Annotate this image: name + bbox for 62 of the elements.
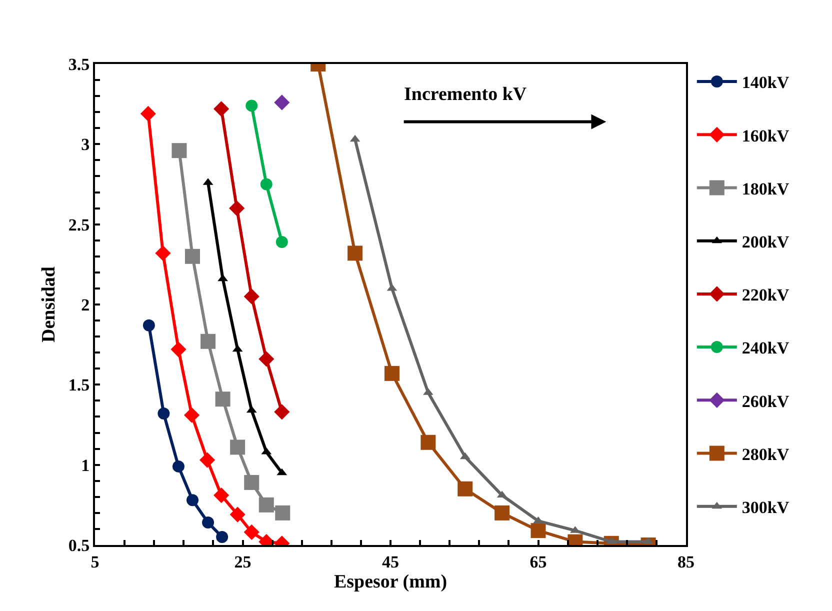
point (215, 392, 230, 407)
point (172, 460, 184, 472)
y-axis-title: Densidad (38, 266, 60, 343)
point (274, 94, 290, 110)
point (260, 178, 272, 190)
legend-label: 180kV (742, 179, 790, 198)
point (244, 524, 260, 540)
legend-label: 300kV (742, 498, 790, 517)
point (172, 143, 187, 158)
point (186, 494, 199, 506)
y-tick-label: 1.5 (68, 376, 90, 395)
point (230, 506, 246, 522)
point (420, 434, 436, 450)
legend-label: 140kV (742, 73, 790, 92)
point (140, 106, 156, 122)
point (199, 452, 216, 468)
point (274, 404, 290, 420)
point (246, 100, 258, 112)
point (202, 516, 214, 529)
point (185, 248, 200, 264)
point (158, 408, 170, 420)
legend-label: 160kV (742, 126, 790, 146)
x-tick-label: 5 (90, 552, 100, 572)
point (229, 200, 245, 216)
point (142, 319, 155, 332)
legend-label: 280kV (742, 444, 790, 464)
point (275, 505, 290, 520)
point (184, 407, 200, 423)
x-tick-label: 85 (678, 552, 694, 572)
point (348, 246, 363, 261)
point (155, 245, 171, 261)
y-tick-label: 2.5 (68, 215, 90, 234)
point (258, 497, 274, 512)
y-tick-label: 3 (81, 135, 90, 154)
point (530, 523, 546, 538)
x-tick-label: 45 (382, 552, 399, 572)
y-tick-label: 3.5 (68, 54, 90, 74)
legend-label: 240kV (742, 338, 790, 358)
x-axis-title: Espesor (mm) (334, 571, 448, 592)
point (170, 342, 186, 358)
point (276, 236, 288, 248)
point (384, 366, 400, 381)
legend-label: 200kV (742, 232, 790, 252)
x-tick-label: 65 (530, 552, 547, 572)
point (218, 274, 228, 282)
point (216, 530, 228, 543)
x-tick-label: 25 (234, 552, 252, 572)
point (494, 505, 510, 520)
point (230, 440, 246, 455)
point (244, 474, 260, 490)
legend-label: 260kV (742, 392, 790, 411)
y-tick-label: 1 (81, 456, 90, 475)
point (214, 488, 230, 504)
point (214, 101, 230, 117)
y-tick-label: 2 (81, 295, 90, 314)
point (458, 481, 473, 496)
annotation: Incremento kV (404, 84, 527, 105)
y-tick-label: 0.5 (68, 536, 90, 555)
legend-label: 220kV (742, 286, 790, 305)
point (258, 351, 274, 367)
point (244, 288, 260, 304)
point (200, 334, 216, 349)
